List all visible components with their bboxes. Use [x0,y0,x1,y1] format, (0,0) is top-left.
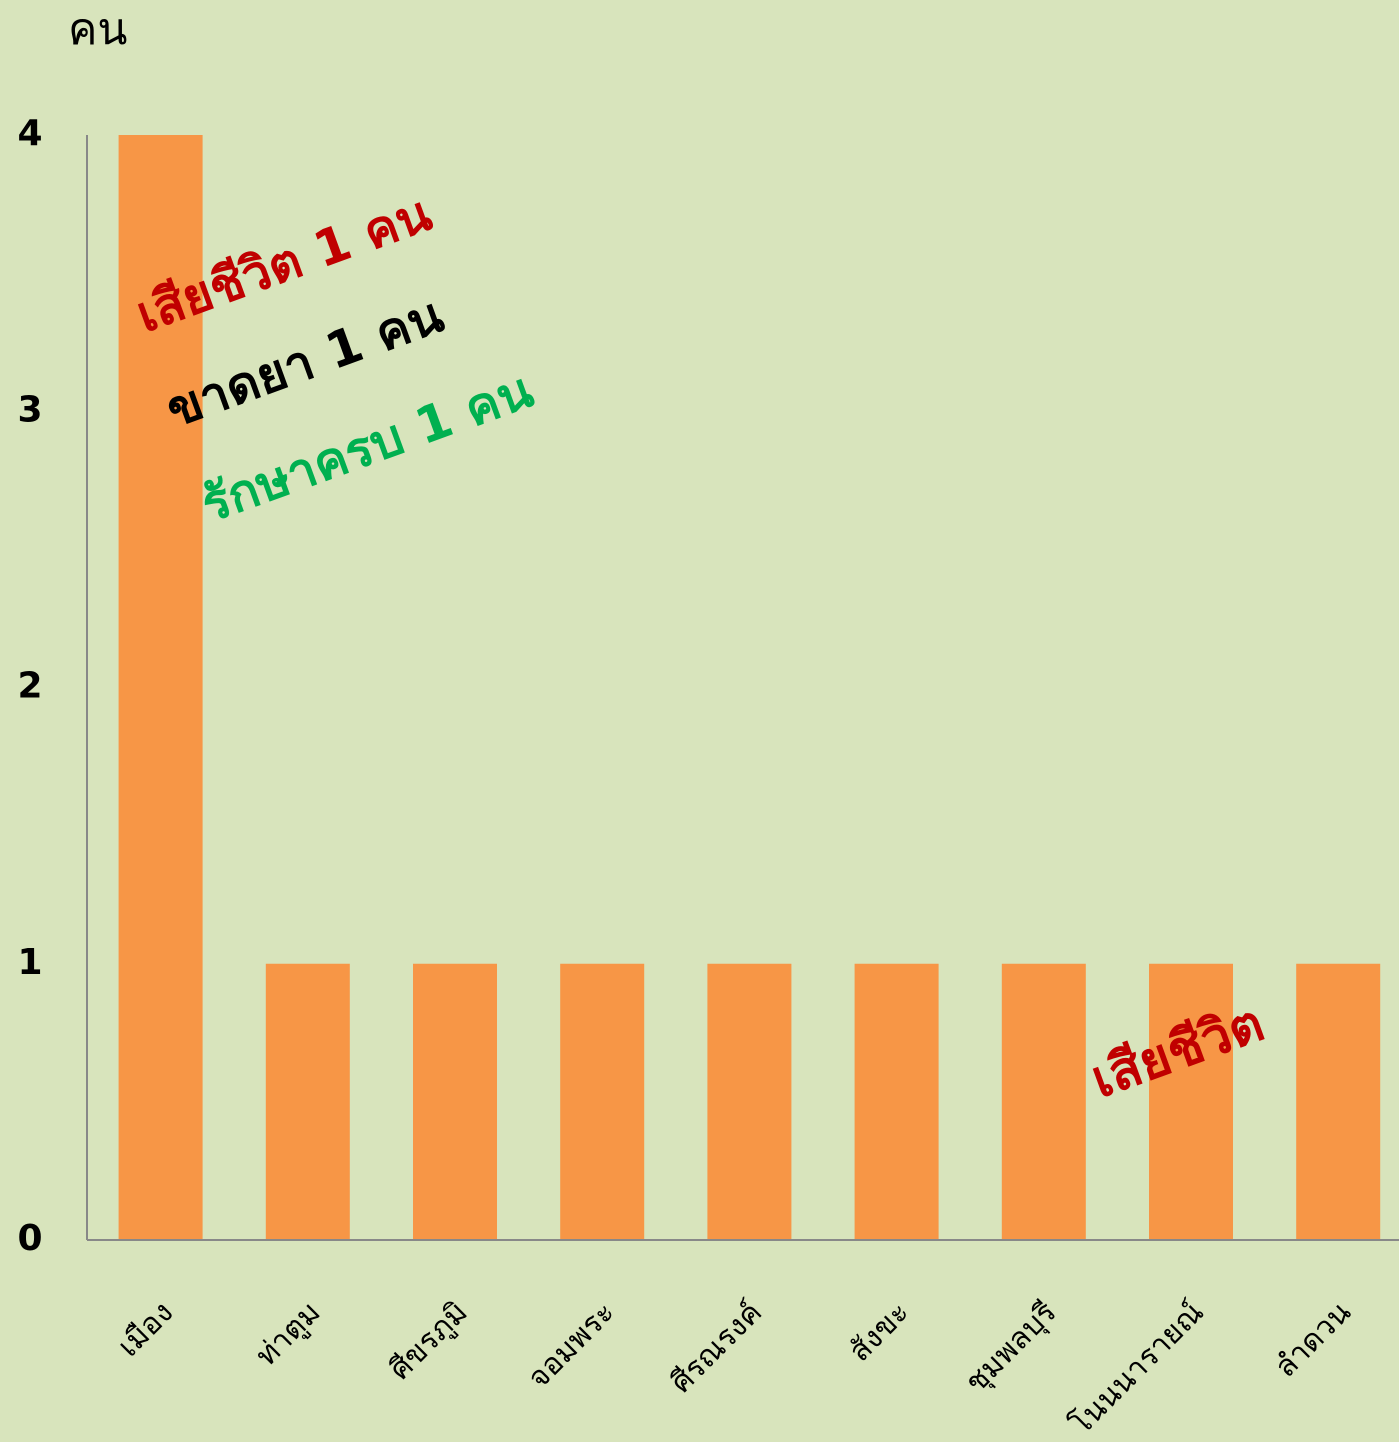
y-tick-label: 2 [17,666,42,707]
bar [560,963,645,1240]
bar [1296,963,1381,1240]
y-tick-label: 0 [17,1218,42,1259]
bar [707,963,792,1240]
bar [413,963,497,1240]
bar [854,963,939,1240]
y-tick-label: 4 [17,113,42,154]
bar [1149,963,1233,1240]
bar [265,963,350,1240]
bar [1001,963,1086,1240]
y-tick-label: 3 [17,389,42,430]
bar [118,135,203,1240]
y-tick-label: 1 [17,942,42,983]
y-axis-label: คน [68,4,128,55]
